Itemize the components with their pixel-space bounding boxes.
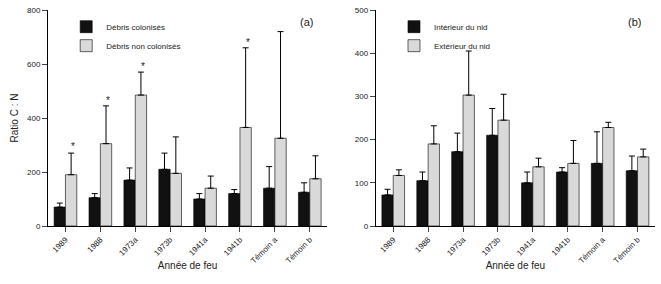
svg-text:400: 400: [27, 114, 41, 123]
svg-text:0: 0: [364, 222, 369, 231]
svg-text:400: 400: [355, 49, 369, 58]
svg-text:1941b: 1941b: [222, 235, 244, 257]
svg-text:1941b: 1941b: [550, 235, 572, 257]
svg-text:1988: 1988: [86, 235, 105, 254]
svg-text:Témoin a: Témoin a: [249, 235, 279, 265]
svg-text:200: 200: [355, 135, 369, 144]
svg-text:Année de feu: Année de feu: [486, 260, 546, 271]
svg-text:1973a: 1973a: [117, 235, 139, 257]
svg-text:1941a: 1941a: [187, 235, 209, 257]
svg-text:*: *: [106, 95, 110, 106]
svg-text:800: 800: [27, 6, 41, 15]
svg-text:Témoin a: Témoin a: [577, 235, 607, 265]
svg-text:200: 200: [27, 168, 41, 177]
svg-text:Débris colonisés: Débris colonisés: [106, 23, 165, 32]
svg-text:1989: 1989: [51, 235, 70, 254]
svg-text:*: *: [71, 141, 75, 152]
svg-text:300: 300: [355, 92, 369, 101]
svg-text:*: *: [246, 37, 250, 48]
svg-text:0: 0: [36, 222, 41, 231]
svg-text:Extérieur du nid: Extérieur du nid: [434, 42, 490, 51]
svg-text:Témoin b: Témoin b: [612, 235, 642, 265]
svg-text:(b): (b): [628, 16, 641, 28]
svg-text:1973b: 1973b: [152, 235, 174, 257]
svg-text:Ratio C : N: Ratio C : N: [9, 94, 20, 143]
svg-text:1973b: 1973b: [480, 235, 502, 257]
svg-text:1973a: 1973a: [445, 235, 467, 257]
svg-text:1989: 1989: [379, 235, 398, 254]
svg-text:Intérieur du nid: Intérieur du nid: [434, 23, 487, 32]
svg-text:500: 500: [355, 6, 369, 15]
svg-text:1988: 1988: [413, 235, 432, 254]
svg-text:600: 600: [27, 60, 41, 69]
svg-text:Année de feu: Année de feu: [158, 260, 218, 271]
svg-text:(a): (a): [300, 16, 313, 28]
svg-text:1941a: 1941a: [515, 235, 537, 257]
svg-text:100: 100: [355, 179, 369, 188]
svg-text:Débris non colonisés: Débris non colonisés: [106, 42, 180, 51]
svg-text:Témoin b: Témoin b: [284, 235, 314, 265]
svg-text:*: *: [141, 61, 145, 72]
